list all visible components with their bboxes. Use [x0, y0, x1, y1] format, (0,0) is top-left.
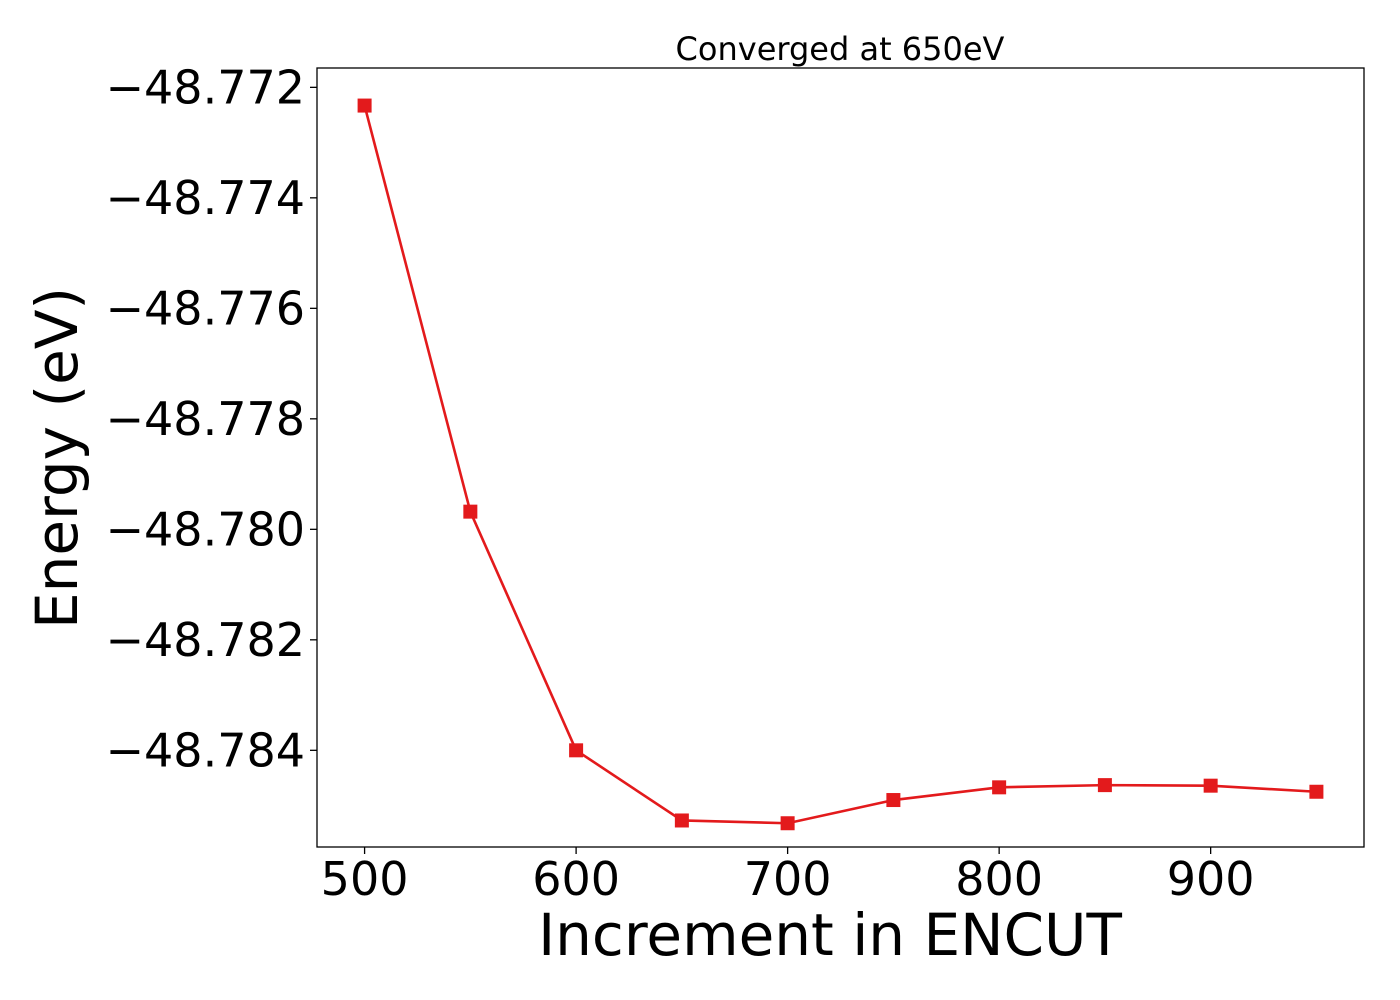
x-tick-label: 700: [744, 852, 832, 906]
data-point-marker: [357, 98, 372, 113]
data-point-marker: [1203, 778, 1218, 793]
y-axis-ticks: −48.772 −48.774 −48.776 −48.778 −48.780 −48.7…: [106, 60, 317, 777]
series-group: [357, 98, 1324, 831]
y-tick-label: −48.776: [106, 281, 306, 335]
data-point-marker: [992, 780, 1007, 795]
data-point-marker: [886, 793, 901, 808]
x-axis-label: Increment in ENCUT: [538, 901, 1122, 969]
y-axis-label: Energy (eV): [23, 287, 91, 629]
data-point-marker: [674, 813, 689, 828]
x-tick-label: 500: [321, 852, 409, 906]
y-tick-label: −48.784: [106, 723, 306, 777]
y-tick-label: −48.780: [106, 502, 306, 556]
chart-title: Converged at 650eV: [676, 30, 1005, 68]
x-axis-ticks: 500 600 700 800 900: [321, 847, 1255, 906]
data-point-marker: [780, 816, 795, 831]
series-line: [363, 105, 1317, 825]
y-tick-label: −48.778: [106, 392, 306, 446]
data-point-marker: [1097, 778, 1112, 793]
y-tick-label: −48.782: [106, 613, 306, 667]
y-tick-label: −48.774: [106, 171, 306, 225]
plot-frame: [316, 67, 1365, 848]
y-tick-label: −48.772: [106, 60, 306, 114]
data-point-marker: [569, 743, 584, 758]
x-tick-label: 600: [532, 852, 620, 906]
x-tick-label: 900: [1167, 852, 1255, 906]
x-tick-label: 800: [955, 852, 1043, 906]
data-point-marker: [1309, 784, 1324, 799]
data-point-marker: [463, 504, 478, 519]
